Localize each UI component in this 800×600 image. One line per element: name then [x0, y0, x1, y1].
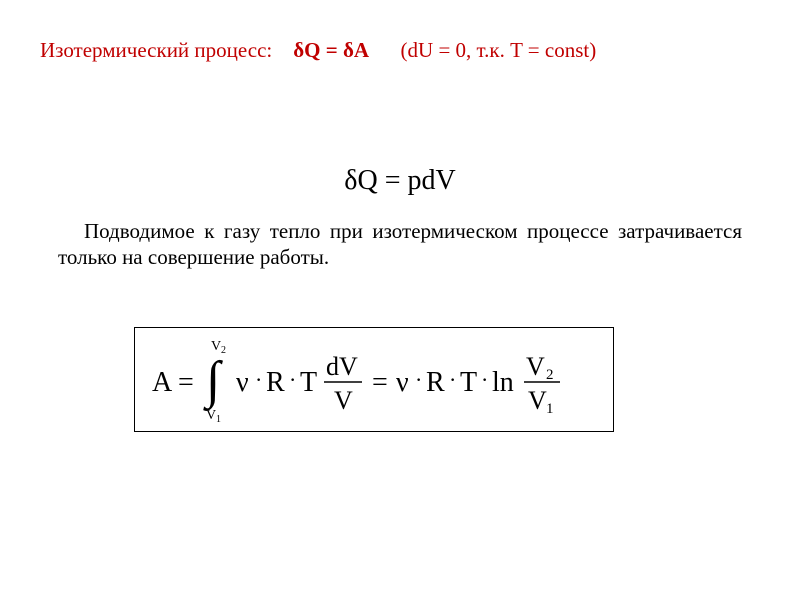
formula-T2: T: [460, 367, 477, 398]
header-line: Изотермический процесс: δQ = δA (dU = 0,…: [40, 38, 760, 63]
integral-lower-sub: 1: [216, 414, 221, 425]
formula-eq1: =: [178, 367, 194, 398]
frac1-top: dV: [326, 352, 358, 381]
formula-T1: T: [300, 367, 317, 398]
integral-upper-sub: 2: [221, 345, 226, 356]
formula-A: A: [152, 367, 173, 398]
formula-R1: R: [266, 367, 285, 398]
formula-box: A = ∫ V 2 V 1 ν · R · T dV V = ν · R · T…: [134, 327, 614, 432]
integral-upper-V: V: [211, 339, 221, 354]
integral-sign: ∫: [203, 352, 223, 411]
formula-dot1: ·: [255, 367, 262, 392]
formula-svg: A = ∫ V 2 V 1 ν · R · T dV V = ν · R · T…: [144, 335, 604, 425]
header-title: Изотермический процесс:: [40, 38, 272, 62]
formula-nu1: ν: [236, 367, 249, 398]
header-eq: =: [320, 38, 342, 62]
eq1-delta: δ: [344, 165, 357, 196]
description-paragraph: Подводимое к газу тепло при изотермическ…: [58, 218, 742, 271]
header-spacer2: [374, 38, 395, 62]
frac2-top-sub: 2: [546, 367, 554, 383]
formula-nu2: ν: [396, 367, 409, 398]
header-deltaA: δ: [343, 38, 354, 62]
header-deltaQ: δ: [293, 38, 304, 62]
equation-1: δQ = pdV: [0, 165, 800, 197]
formula-R2: R: [426, 367, 445, 398]
header-Q: Q: [304, 38, 320, 62]
formula-dot2: ·: [289, 367, 296, 392]
integral-lower-V: V: [206, 408, 216, 423]
header-spacer1: [277, 38, 288, 62]
formula-dot3: ·: [415, 367, 422, 392]
formula-eq2: =: [372, 367, 388, 398]
frac2-bot-sub: 1: [546, 401, 554, 417]
header-condition: (dU = 0, т.к. T = const): [401, 38, 597, 62]
frac2-top-V: V: [526, 352, 545, 381]
frac2-bot-V: V: [528, 386, 547, 415]
frac1-bot: V: [334, 386, 353, 415]
formula-dot4: ·: [449, 367, 456, 392]
header-A: A: [354, 38, 369, 62]
formula-dot5: ·: [481, 367, 488, 392]
formula-ln: ln: [492, 367, 514, 398]
eq1-main: Q = pdV: [357, 165, 455, 196]
